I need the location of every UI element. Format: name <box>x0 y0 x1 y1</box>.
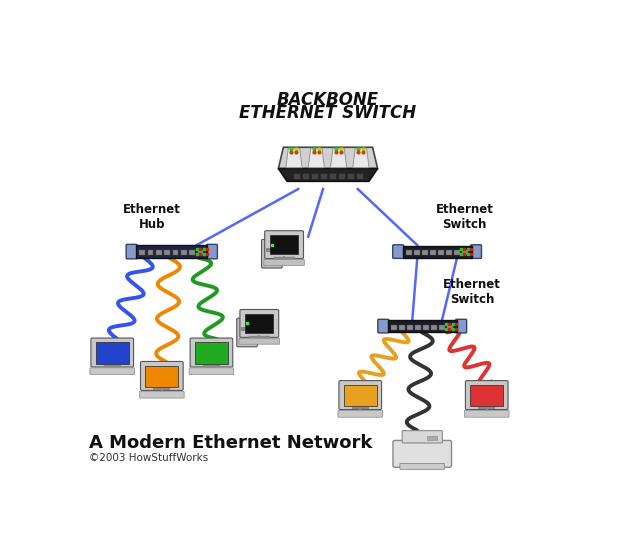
Bar <box>415 325 420 330</box>
Polygon shape <box>278 147 378 169</box>
FancyBboxPatch shape <box>264 259 304 265</box>
FancyBboxPatch shape <box>393 440 451 467</box>
Bar <box>164 251 170 255</box>
Text: A Modern Ethernet Network: A Modern Ethernet Network <box>89 434 372 452</box>
Bar <box>245 314 273 333</box>
Bar <box>470 385 503 406</box>
Bar <box>348 173 354 179</box>
Bar <box>391 325 397 330</box>
FancyBboxPatch shape <box>207 244 218 259</box>
FancyBboxPatch shape <box>140 392 184 398</box>
Bar <box>148 251 154 255</box>
Bar <box>407 325 413 330</box>
FancyBboxPatch shape <box>190 338 233 367</box>
FancyBboxPatch shape <box>141 362 183 390</box>
FancyBboxPatch shape <box>91 338 134 367</box>
FancyBboxPatch shape <box>400 463 445 469</box>
Bar <box>438 250 444 255</box>
Bar <box>439 325 445 330</box>
FancyBboxPatch shape <box>402 431 442 443</box>
Text: ©2003 HowStuffWorks: ©2003 HowStuffWorks <box>89 453 208 463</box>
Bar <box>428 436 437 440</box>
Bar <box>431 325 436 330</box>
Bar <box>181 251 187 255</box>
Bar <box>339 173 344 179</box>
Bar <box>454 250 460 255</box>
Bar <box>447 325 452 330</box>
Bar <box>462 250 467 255</box>
Bar <box>136 245 207 258</box>
Text: BACKBONE: BACKBONE <box>277 91 379 109</box>
Bar <box>189 251 195 255</box>
FancyBboxPatch shape <box>189 368 234 374</box>
Bar <box>321 173 326 179</box>
Polygon shape <box>353 148 369 168</box>
Text: Ethernet
Switch: Ethernet Switch <box>435 203 493 231</box>
FancyBboxPatch shape <box>470 245 481 258</box>
Bar <box>356 173 363 179</box>
FancyBboxPatch shape <box>240 310 278 337</box>
Bar <box>270 235 298 254</box>
FancyBboxPatch shape <box>90 368 134 374</box>
Bar <box>414 250 420 255</box>
FancyBboxPatch shape <box>239 338 280 344</box>
Bar <box>140 251 145 255</box>
FancyBboxPatch shape <box>265 231 303 259</box>
Text: Ethernet
Switch: Ethernet Switch <box>443 278 500 306</box>
FancyBboxPatch shape <box>237 318 257 347</box>
Polygon shape <box>308 148 324 168</box>
FancyBboxPatch shape <box>465 410 509 417</box>
Bar <box>423 325 429 330</box>
Bar <box>145 366 178 387</box>
Bar <box>96 342 129 363</box>
FancyBboxPatch shape <box>393 245 404 258</box>
FancyBboxPatch shape <box>262 239 282 268</box>
Bar <box>173 251 179 255</box>
Bar <box>388 320 457 332</box>
Bar <box>344 385 376 406</box>
FancyBboxPatch shape <box>338 410 383 417</box>
Bar <box>241 327 253 330</box>
FancyBboxPatch shape <box>465 380 508 410</box>
Bar <box>430 250 436 255</box>
Bar <box>403 246 472 258</box>
Bar <box>266 248 278 251</box>
Bar <box>195 342 228 363</box>
Text: Ethernet
Hub: Ethernet Hub <box>123 203 181 231</box>
Bar <box>330 173 335 179</box>
FancyBboxPatch shape <box>126 244 137 259</box>
FancyBboxPatch shape <box>339 380 381 410</box>
Bar <box>422 250 428 255</box>
Bar <box>293 173 300 179</box>
FancyBboxPatch shape <box>378 319 388 333</box>
Bar <box>302 173 308 179</box>
Polygon shape <box>330 148 347 168</box>
Bar <box>446 250 451 255</box>
Bar <box>198 251 204 255</box>
Bar <box>399 325 404 330</box>
Text: ETHERNET SWITCH: ETHERNET SWITCH <box>239 104 417 122</box>
Bar <box>312 173 317 179</box>
Polygon shape <box>278 169 378 181</box>
Polygon shape <box>286 148 302 168</box>
FancyBboxPatch shape <box>456 319 467 333</box>
Bar <box>406 250 412 255</box>
Bar <box>156 251 162 255</box>
